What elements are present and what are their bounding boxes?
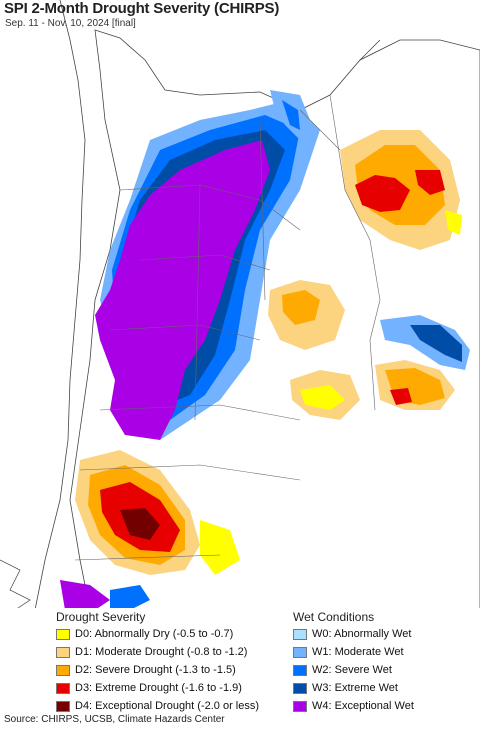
legend-item-d2: D2: Severe Drought (-1.3 to -1.5): [56, 663, 236, 677]
legend-item-w3: W3: Extreme Wet: [293, 681, 398, 695]
map-subtitle: Sep. 11 - Nov. 10, 2024 [final]: [5, 18, 136, 29]
swatch-d3: [56, 682, 70, 694]
legend-label-w3: W3: Extreme Wet: [312, 682, 398, 694]
swatch-w0: [293, 628, 307, 640]
source-credit: Source: CHIRPS, UCSB, Climate Hazards Ce…: [4, 714, 225, 725]
wet-w4-region: [95, 140, 270, 440]
legend-label-w1: W1: Moderate Wet: [312, 646, 404, 658]
legend-item-w4: W4: Exceptional Wet: [293, 699, 414, 713]
legend-label-d0: D0: Abnormally Dry (-0.5 to -0.7): [75, 628, 234, 640]
drought-d4-south: [120, 508, 160, 540]
legend-label-d4: D4: Exceptional Drought (-2.0 or less): [75, 700, 260, 712]
legend-item-w1: W1: Moderate Wet: [293, 645, 404, 659]
swatch-w3: [293, 682, 307, 694]
drought-map: [0, 0, 480, 610]
legend-label-w4: W4: Exceptional Wet: [312, 700, 414, 712]
legend-label-d2: D2: Severe Drought (-1.3 to -1.5): [75, 664, 236, 676]
drought-d3-northeast: [355, 175, 410, 212]
legend-label-d1: D1: Moderate Drought (-0.8 to -1.2): [75, 646, 248, 658]
legend-item-w0: W0: Abnormally Wet: [293, 627, 411, 641]
swatch-d1: [56, 646, 70, 658]
legend-item-d1: D1: Moderate Drought (-0.8 to -1.2): [56, 645, 247, 659]
legend: Drought Severity Wet Conditions D0: Abno…: [0, 608, 480, 713]
swatch-d2: [56, 664, 70, 676]
legend-item-w2: W2: Severe Wet: [293, 663, 392, 677]
legend-item-d3: D3: Extreme Drought (-1.6 to -1.9): [56, 681, 242, 695]
legend-label-w0: W0: Abnormally Wet: [312, 628, 412, 640]
legend-label-w2: W2: Severe Wet: [312, 664, 392, 676]
map-title: SPI 2-Month Drought Severity (CHIRPS): [4, 0, 280, 17]
chile-coast: [34, 0, 86, 610]
swatch-d0: [56, 628, 70, 640]
swatch-d4: [56, 700, 70, 712]
legend-item-d4: D4: Exceptional Drought (-2.0 or less): [56, 699, 259, 713]
legend-label-d3: D3: Extreme Drought (-1.6 to -1.9): [75, 682, 242, 694]
swatch-w2: [293, 664, 307, 676]
legend-item-d0: D0: Abnormally Dry (-0.5 to -0.7): [56, 627, 233, 641]
swatch-w4: [293, 700, 307, 712]
legend-wet-heading: Wet Conditions: [293, 610, 375, 624]
legend-drought-heading: Drought Severity: [56, 610, 146, 624]
swatch-w1: [293, 646, 307, 658]
